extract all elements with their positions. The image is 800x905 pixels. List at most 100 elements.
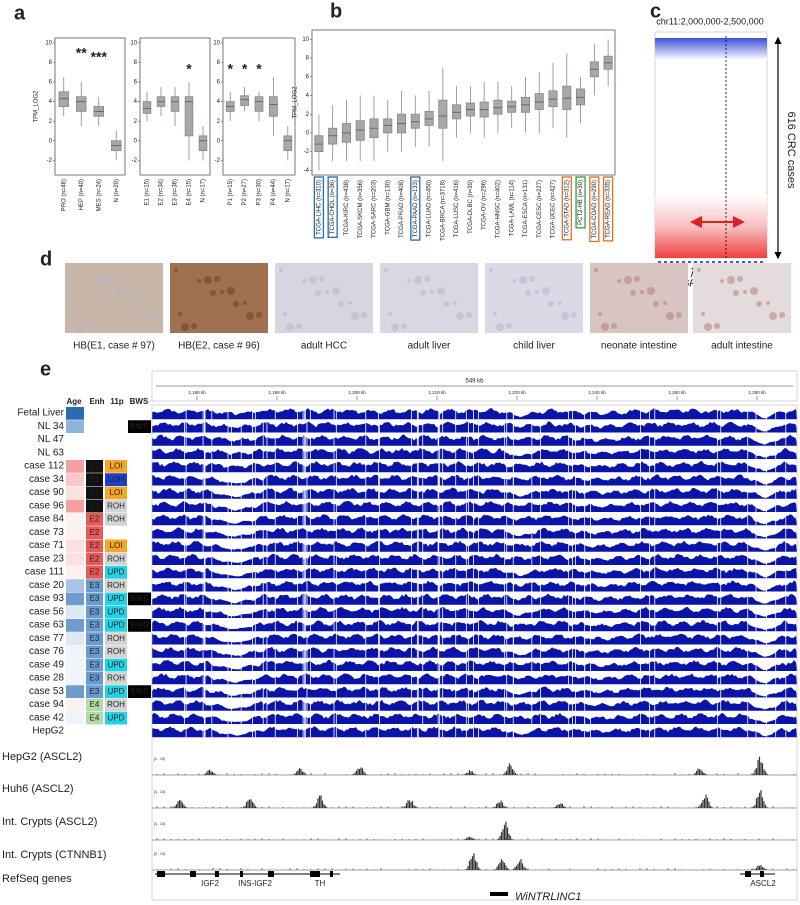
texture [76, 323, 84, 331]
coordinate-label: 2,180 kb [188, 390, 206, 395]
x-tick-label: TCGA-STAD (n=312) [564, 180, 570, 237]
enh-cell [86, 632, 103, 645]
texture [640, 290, 644, 294]
column-header: BWS [130, 397, 149, 406]
y-tick-label: 6 [217, 80, 221, 86]
age-cell [66, 552, 84, 566]
texture [779, 312, 785, 318]
texture [233, 301, 239, 307]
sample-label: case 34 [29, 474, 64, 485]
x-tick-label: TCGA-HNSC (n=402) [496, 180, 502, 238]
enh-label: E3 [90, 581, 100, 590]
coverage-track [152, 474, 797, 486]
texture [601, 323, 609, 331]
age-cell [66, 645, 84, 659]
texture [384, 268, 388, 272]
exon [268, 871, 274, 877]
enh-cell [86, 672, 103, 685]
x-tick-label: TCGA-DLBC (n=39) [468, 180, 474, 234]
label-box [410, 176, 421, 241]
y-tick-label: 6 [306, 74, 310, 80]
coverage-track [152, 699, 797, 711]
coverage-track [152, 686, 797, 698]
enh-cell [86, 645, 103, 659]
gene-name: TH [315, 879, 326, 888]
box [283, 135, 293, 151]
texture [535, 290, 539, 294]
imprint-cell [105, 592, 127, 606]
enh-label: E3 [90, 594, 100, 603]
enh-cell [86, 592, 103, 606]
enh-label: E4 [90, 700, 100, 709]
age-cell [66, 605, 84, 619]
track-label: HepG2 (ASCL2) [2, 751, 82, 763]
track-scale: [0 - 10] [154, 852, 165, 856]
age-cell [66, 539, 84, 553]
coverage-track [152, 540, 797, 552]
x-tick-label: TCGA-PRAD (n=408) [399, 180, 405, 238]
x-tick-label: TCGA-LUAD (n=450) [427, 180, 433, 237]
texture [704, 323, 712, 331]
exon [760, 871, 764, 877]
gene-name: INS-IGF2 [238, 879, 272, 888]
enh-cell [86, 552, 103, 566]
imprint-cell [105, 460, 127, 473]
texture [414, 276, 422, 284]
sample-label: case 94 [29, 699, 64, 710]
texture [109, 276, 115, 282]
texture [466, 312, 472, 318]
texture [243, 301, 247, 305]
label-box [589, 176, 600, 243]
imprint-label: UPD [108, 568, 125, 577]
gene-name: ASCL2 [750, 879, 776, 888]
texture [391, 323, 399, 331]
texture [647, 287, 655, 295]
y-tick-label: -2 [47, 158, 53, 164]
enh-cell [86, 473, 103, 486]
imprint-label: UPD [108, 594, 125, 603]
x-tick-label: TCGA-SKCM (n=356) [358, 180, 364, 239]
age-cell [66, 632, 84, 645]
texture [178, 312, 182, 316]
x-tick-label: N (n=17) [285, 179, 291, 203]
column-header: Age [66, 397, 82, 406]
imprint-label: ROH [107, 554, 125, 563]
texture [424, 276, 430, 282]
texture [319, 276, 325, 282]
x-tick-label: N (n=17) [201, 179, 207, 203]
texture [73, 312, 77, 316]
track-label: RefSeq genes [2, 873, 72, 885]
imprint-label: ROH [107, 674, 125, 683]
y-axis-label: TPM_LOG2 [34, 90, 40, 123]
texture [769, 312, 777, 320]
label-box [575, 176, 586, 229]
imprint-label: UPD [108, 660, 125, 669]
plot-frame [311, 29, 616, 176]
age-cell [66, 619, 84, 632]
enh-label: E3 [90, 634, 100, 643]
x-tick-label: MES (n=24) [96, 179, 102, 211]
enh-cell [86, 711, 103, 725]
imprint-cell [105, 579, 127, 592]
texture [437, 287, 445, 295]
imprint-cell [105, 658, 127, 672]
texture [309, 276, 317, 284]
coordinate-label: 2,260 kb [668, 390, 686, 395]
texture [99, 276, 107, 284]
x-tick-label: E2 (n=34) [159, 179, 165, 206]
texture [598, 312, 602, 316]
texture [420, 290, 426, 296]
texture [361, 312, 367, 318]
texture [701, 312, 705, 316]
y-tick-label: 2 [134, 119, 138, 125]
sample-label: NL 63 [38, 447, 65, 458]
imprint-label: ROH [107, 515, 125, 524]
exon [240, 871, 243, 877]
enh-cell [86, 698, 103, 712]
texture [750, 287, 758, 295]
texture [204, 276, 212, 284]
imprint-cell [105, 486, 127, 500]
enh-label: E3 [90, 607, 100, 616]
ruler-label: 549 kb [465, 379, 484, 385]
texture [634, 276, 640, 282]
